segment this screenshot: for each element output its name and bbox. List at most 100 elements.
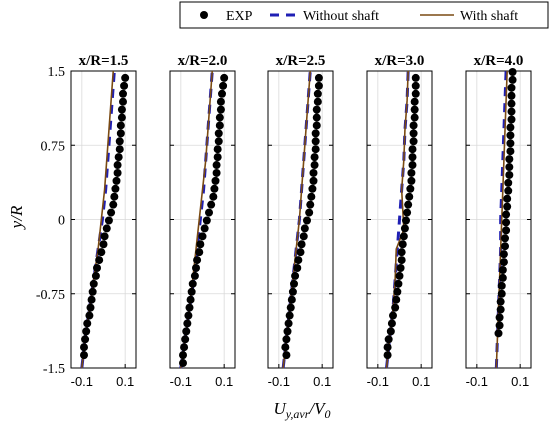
exp-point — [383, 343, 392, 352]
exp-point — [115, 145, 124, 154]
exp-point — [404, 200, 413, 209]
legend-label-exp: EXP — [226, 9, 253, 24]
exp-point — [389, 311, 397, 320]
exp-point — [290, 279, 298, 288]
exp-point — [402, 216, 410, 225]
exp-point — [506, 139, 515, 148]
panel-title: x/R=2.0 — [178, 53, 228, 69]
exp-point — [311, 129, 320, 138]
exp-point — [294, 256, 303, 265]
exp-point — [308, 184, 317, 193]
panel-title: x/R=3.0 — [375, 53, 425, 69]
panel-2: -0.1 0.1 x/R=2.0 — [169, 53, 236, 389]
exp-point — [215, 113, 224, 122]
exp-point — [120, 81, 129, 90]
exp-point — [507, 99, 516, 108]
exp-point — [498, 273, 507, 282]
exp-point — [397, 248, 406, 257]
exp-point — [495, 321, 504, 330]
x-axis-label-tail: /V — [308, 399, 327, 418]
exp-point — [494, 329, 503, 338]
x-tick-label: 0.1 — [215, 374, 233, 389]
y-tick-label: 0 — [58, 214, 65, 229]
x-axis-label-main: U — [273, 399, 287, 418]
exp-point — [207, 200, 216, 209]
legend-label-with-shaft: With shaft — [460, 9, 518, 24]
exp-point — [102, 224, 111, 233]
exp-point — [104, 216, 113, 225]
exp-point — [214, 137, 223, 146]
exp-point — [186, 295, 195, 304]
exp-point — [184, 311, 193, 320]
exp-point — [409, 137, 418, 146]
exp-point — [114, 153, 123, 162]
exp-point — [386, 327, 395, 336]
exp-point — [303, 216, 311, 225]
exp-point — [288, 287, 297, 296]
exp-point — [214, 129, 223, 138]
panel-1: -0.1 0.1 x/R=1.5 — [70, 53, 137, 389]
exp-point — [88, 287, 97, 296]
exp-point — [311, 137, 320, 146]
exp-point — [283, 327, 292, 336]
exp-point — [113, 168, 122, 177]
exp-point — [504, 186, 513, 195]
exp-point — [411, 73, 420, 82]
exp-point — [116, 121, 125, 130]
exp-point — [498, 265, 507, 274]
exp-point — [116, 129, 125, 138]
y-tick-label: -0.75 — [36, 288, 65, 303]
y-tick-labels: 1.5 0.75 0 -0.75 -1.5 — [36, 65, 65, 377]
exp-point — [119, 97, 127, 106]
exp-point — [505, 163, 514, 172]
y-tick-label: 0.75 — [41, 139, 66, 154]
exp-point — [113, 161, 122, 170]
exp-point — [192, 264, 200, 273]
x-tick-label: -0.1 — [268, 374, 290, 389]
exp-point — [110, 192, 119, 201]
exp-point — [383, 351, 392, 360]
exp-point — [117, 105, 126, 114]
exp-point — [305, 208, 314, 217]
exp-point — [190, 271, 199, 280]
exp-point — [212, 161, 221, 170]
exp-point — [200, 224, 209, 233]
y-tick-label: 1.5 — [48, 65, 66, 80]
exp-point — [299, 232, 308, 241]
exp-point — [99, 240, 108, 249]
exp-point — [310, 153, 319, 162]
exp-point — [80, 343, 88, 352]
exp-point — [291, 271, 300, 280]
exp-point — [179, 351, 187, 360]
exp-point — [507, 115, 516, 124]
exp-point — [503, 194, 512, 203]
exp-point — [220, 73, 229, 82]
exp-point — [408, 145, 417, 154]
exp-point — [213, 145, 222, 154]
exp-point — [408, 161, 417, 170]
exp-point — [503, 202, 512, 211]
exp-point — [506, 147, 515, 156]
panel-4: -0.1 0.1 x/R=3.0 — [366, 53, 433, 389]
exp-point — [97, 248, 106, 257]
x-tick-label: -0.1 — [170, 374, 192, 389]
exp-point — [309, 168, 318, 177]
exp-point — [312, 105, 321, 114]
exp-point — [395, 271, 404, 280]
exp-point — [501, 242, 509, 251]
y-tick-label: -1.5 — [43, 362, 65, 377]
exp-point — [215, 121, 224, 130]
exp-point — [89, 279, 98, 288]
exp-point — [82, 327, 91, 336]
exp-point — [282, 351, 291, 360]
exp-point — [400, 224, 409, 233]
exp-point — [495, 313, 504, 322]
exp-point — [496, 297, 505, 306]
exp-point — [179, 359, 187, 368]
exp-point — [100, 232, 109, 241]
exp-point — [181, 335, 190, 344]
exp-point — [398, 240, 407, 249]
exp-point — [311, 145, 320, 154]
exp-point — [182, 327, 191, 336]
exp-point — [508, 75, 517, 84]
